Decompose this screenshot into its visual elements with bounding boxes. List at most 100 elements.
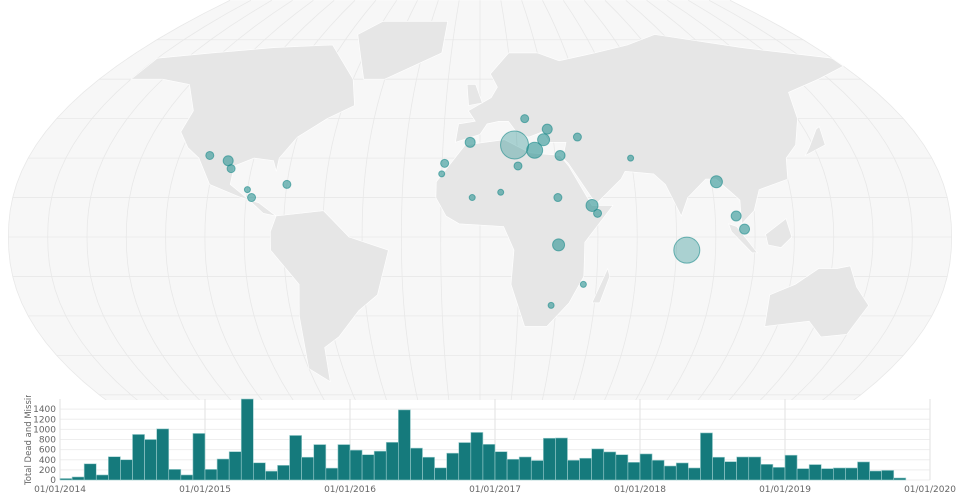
month-bar[interactable] (567, 459, 580, 481)
month-bar[interactable] (410, 447, 423, 481)
month-bar[interactable] (313, 444, 327, 481)
incident-bubble[interactable] (468, 194, 476, 202)
incident-bubble[interactable] (247, 193, 257, 203)
month-bar[interactable] (95, 474, 109, 481)
month-bar[interactable] (845, 467, 858, 481)
month-bar[interactable] (71, 476, 85, 481)
incident-bubble[interactable] (552, 238, 566, 252)
month-bar[interactable] (434, 467, 447, 481)
month-bar[interactable] (518, 456, 532, 481)
month-bar[interactable] (784, 454, 798, 481)
month-bar[interactable] (869, 470, 882, 481)
month-bar[interactable] (675, 462, 689, 481)
month-bar[interactable] (579, 457, 592, 481)
month-bar[interactable] (470, 432, 484, 481)
month-bar[interactable] (132, 434, 145, 481)
incident-bubble[interactable] (464, 136, 476, 148)
month-bar[interactable] (228, 451, 242, 481)
month-bar[interactable] (748, 456, 762, 481)
month-bar[interactable] (253, 462, 266, 481)
incident-bubble[interactable] (547, 301, 555, 309)
incident-bubble[interactable] (440, 158, 450, 168)
month-bar[interactable] (591, 448, 605, 481)
month-bar[interactable] (83, 463, 97, 481)
incident-bubble[interactable] (572, 132, 582, 142)
incident-bubble[interactable] (205, 150, 215, 160)
month-bar[interactable] (301, 456, 315, 481)
incident-bubble[interactable] (520, 114, 530, 124)
month-bar[interactable] (494, 451, 508, 481)
incident-bubble[interactable] (554, 149, 566, 161)
month-bar[interactable] (688, 467, 701, 481)
incident-bubble[interactable] (243, 186, 251, 194)
month-bar[interactable] (712, 456, 725, 481)
month-bar[interactable] (277, 465, 290, 481)
month-bar[interactable] (337, 444, 351, 481)
month-bar[interactable] (857, 461, 870, 481)
month-bar[interactable] (156, 428, 170, 481)
month-bar[interactable] (385, 441, 399, 481)
month-bar[interactable] (530, 460, 544, 481)
month-bar[interactable] (349, 449, 363, 481)
world-bubble-map[interactable] (0, 0, 960, 400)
month-bar[interactable] (265, 470, 278, 481)
month-bar[interactable] (361, 454, 375, 481)
incident-bubble[interactable] (438, 170, 446, 178)
incident-bubble[interactable] (739, 223, 751, 235)
month-bar[interactable] (168, 469, 182, 481)
incident-bubble[interactable] (226, 164, 236, 174)
month-bar[interactable] (700, 432, 713, 481)
incident-bubble[interactable] (282, 179, 292, 189)
month-bar[interactable] (555, 437, 568, 481)
month-bar[interactable] (833, 467, 846, 481)
incident-bubble[interactable] (673, 236, 701, 264)
month-bar[interactable] (458, 442, 472, 481)
month-bar[interactable] (422, 456, 435, 481)
month-bar[interactable] (108, 456, 121, 481)
month-bar[interactable] (180, 474, 194, 481)
month-bar[interactable] (808, 464, 822, 481)
month-bar[interactable] (796, 468, 810, 481)
incident-bubble[interactable] (537, 133, 551, 147)
incident-bubble[interactable] (541, 123, 553, 135)
month-bar[interactable] (543, 437, 556, 481)
incident-bubble[interactable] (579, 280, 587, 288)
month-bar[interactable] (615, 454, 629, 481)
month-bar[interactable] (627, 461, 641, 481)
month-bar[interactable] (881, 470, 895, 481)
month-bar[interactable] (820, 468, 834, 481)
month-bar[interactable] (760, 464, 774, 481)
month-bar[interactable] (724, 461, 737, 481)
incident-bubble[interactable] (709, 175, 723, 189)
month-bar[interactable] (144, 439, 157, 481)
month-bar[interactable] (772, 467, 786, 481)
month-bar[interactable] (506, 458, 520, 481)
month-bar[interactable] (325, 467, 339, 481)
incident-bubble[interactable] (497, 188, 505, 196)
month-bar[interactable] (603, 451, 617, 481)
month-bar[interactable] (736, 456, 750, 481)
month-bar[interactable] (651, 459, 665, 481)
incident-bubble[interactable] (627, 154, 635, 162)
month-bar[interactable] (216, 458, 230, 481)
month-bar[interactable] (446, 452, 460, 481)
month-bar[interactable] (482, 444, 496, 481)
month-bar[interactable] (893, 477, 907, 481)
month-bar[interactable] (120, 459, 133, 481)
incident-bubble[interactable] (500, 130, 530, 160)
incident-bubble[interactable] (526, 141, 544, 159)
incident-bubble[interactable] (513, 161, 523, 171)
incident-bubble[interactable] (553, 193, 563, 203)
month-bar[interactable] (240, 398, 254, 481)
month-bar[interactable] (192, 433, 206, 481)
month-bar[interactable] (59, 478, 73, 481)
month-bar[interactable] (373, 450, 387, 481)
month-bar[interactable] (204, 469, 218, 481)
incident-bubble[interactable] (585, 198, 599, 212)
month-bar[interactable] (398, 409, 411, 481)
incident-bubble[interactable] (593, 208, 603, 218)
month-bar[interactable] (663, 465, 677, 481)
month-bar[interactable] (289, 435, 302, 481)
incident-bubble[interactable] (730, 210, 742, 222)
month-bar[interactable] (639, 453, 653, 481)
